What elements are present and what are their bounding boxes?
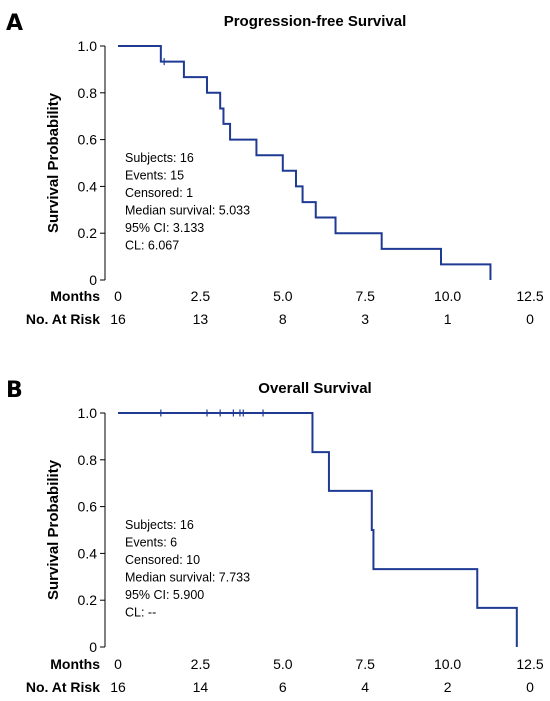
risk-table-value: 4 [361,679,369,695]
risk-table-value: 16 [110,679,126,695]
risk-table-value: 0 [526,679,534,695]
y-tick-label: 1.0 [78,405,98,421]
risk-table-value: 0 [526,311,534,327]
stats-line: CL: -- [125,606,156,620]
x-tick-label: 10.0 [434,288,461,304]
stats-line: Censored: 10 [125,553,200,567]
risk-table-value: 1 [444,311,452,327]
x-tick-label: 0 [114,656,122,672]
risk-table-value: 8 [279,311,287,327]
y-axis-label: Survival Probability [45,92,62,233]
y-tick-label: 0.6 [78,132,98,148]
y-tick-label: 0 [89,639,97,655]
risk-table-value: 13 [193,311,209,327]
y-tick-label: 0.8 [78,452,98,468]
risk-table-value: 3 [361,311,369,327]
y-tick-label: 1.0 [78,38,98,54]
x-tick-label: 2.5 [191,656,211,672]
chart-title: Progression-free Survival [224,13,407,30]
survival-curve [118,412,518,647]
x-axis-label: Months [50,656,100,672]
y-tick-label: 0.6 [78,499,98,515]
risk-table-value: 16 [110,311,126,327]
y-tick-label: 0.4 [78,178,98,194]
stats-line: Subjects: 16 [125,518,194,532]
x-tick-label: 12.5 [516,656,543,672]
x-tick-label: 7.5 [355,288,375,304]
y-tick-label: 0.8 [78,85,98,101]
y-axis-label: Survival Probability [45,459,62,600]
x-tick-label: 10.0 [434,656,461,672]
stats-line: 95% CI: 5.900 [125,588,204,602]
stats-line: Events: 6 [125,536,177,550]
y-tick-label: 0.4 [78,545,98,561]
y-tick-label: 0.2 [78,592,98,608]
stats-line: Median survival: 5.033 [125,204,250,218]
panel-letter: B [6,378,23,403]
stats-line: 95% CI: 3.133 [125,221,204,235]
x-tick-label: 5.0 [273,656,293,672]
chart-title: Overall Survival [258,380,371,397]
survival-curve [118,45,492,280]
y-tick-label: 0.2 [78,225,98,241]
x-axis-label: Months [50,288,100,304]
x-tick-label: 5.0 [273,288,293,304]
panel-letter: A [6,11,23,36]
panel-a: A Progression-free Survival Survival Proba… [6,11,544,327]
x-tick-label: 7.5 [355,656,375,672]
panel-b: B Overall Survival Survival Probability 0 0.… [6,378,544,695]
x-tick-label: 12.5 [516,288,543,304]
risk-table-value: 2 [444,679,452,695]
y-tick-label: 0 [89,272,97,288]
stats-line: Subjects: 16 [125,151,194,165]
risk-table-label: No. At Risk [26,311,100,327]
x-tick-label: 0 [114,288,122,304]
stats-line: Median survival: 7.733 [125,571,250,585]
risk-table-value: 6 [279,679,287,695]
x-tick-label: 2.5 [191,288,211,304]
stats-line: CL: 6.067 [125,239,179,253]
risk-table-value: 14 [193,679,209,695]
stats-line: Censored: 1 [125,186,193,200]
risk-table-label: No. At Risk [26,679,100,695]
stats-line: Events: 15 [125,169,184,183]
